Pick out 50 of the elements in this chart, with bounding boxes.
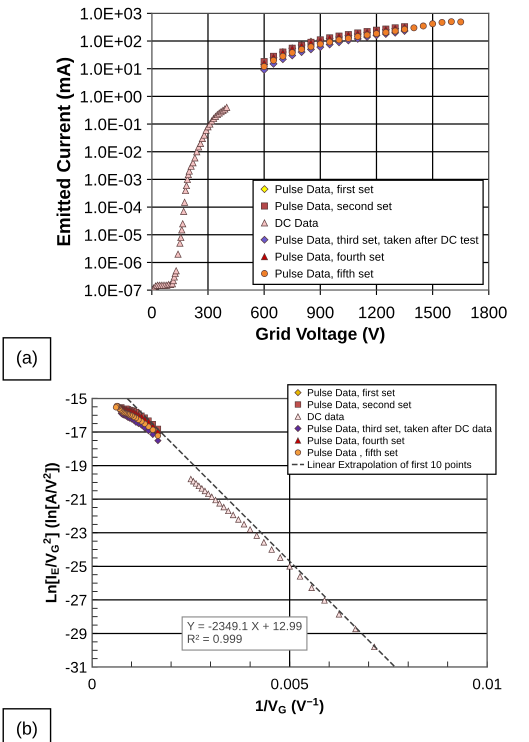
y-tick-label: -29 [66,628,86,640]
legend-label: Pulse Data , fifth set [308,448,398,458]
x-tick-label: 900 [307,306,334,318]
y-tick-label: 1.0E+03 [80,8,142,20]
y-tick-label: 1.0E-05 [85,229,142,241]
x-tick-label: 600 [251,306,278,318]
legend-label: Pulse Data, first set [276,184,374,195]
y-axis-title: Emitted Current (mA) [56,58,74,246]
x-tick-label: 1800 [472,306,507,318]
y-tick-label: 1.0E-01 [85,118,142,130]
legend-label: Pulse Data, third set, taken after DC data [308,424,492,434]
y-tick-label: -23 [66,528,87,538]
legend-label: Pulse Data, second set [276,202,392,212]
y-tick-label: -21 [66,494,86,505]
y-tick-label: 1.0E-04 [85,201,142,214]
legend-label: Pulse Data, first set [308,388,395,398]
legend-label: Pulse Data, fifth set [276,269,374,279]
legend-label: Pulse Data, fourth set [276,252,384,262]
y-tick-label: 1.0E-03 [85,174,142,186]
x-tick-label: 1200 [359,306,394,318]
y-axis-title: Ln[I$_{E}$/V$_{G}$$^{2}$] (ln[A/V$^{2}$]) [43,463,60,602]
y-tick-label: -27 [66,594,86,606]
y-tick-label: -15 [66,393,87,404]
legend-label: Linear Extrapolation of first 10 points [308,460,472,470]
y-tick-label: 1.0E-02 [85,146,142,158]
x-tick-label: 300 [194,306,222,318]
x-axis-title: Grid Voltage (V) [256,327,384,344]
y-tick-label: 1.0E+01 [80,63,142,75]
annotation: Y = -2349.1 X + 12.99 R² = 0.999 [187,622,302,643]
y-tick-label: 1.0E-06 [85,256,142,269]
y-tick-label: 1.0E+00 [80,90,142,103]
legend-label: Pulse Data, second set [308,400,412,410]
text: (b) [16,721,37,738]
legend-label: Pulse Data, fourth set [308,436,405,446]
x-tick-label: 0 [88,678,96,690]
legend-label: DC data [308,412,344,420]
y-tick-label: -19 [66,460,86,472]
x-tick-label: 0.01 [472,678,502,690]
x-axis-title: 1/V$_{G}$ (V$^{−1}$) [256,698,324,714]
x-tick-label: 1500 [415,306,451,318]
y-tick-label: 1.0E-07 [85,284,142,296]
y-tick-label: -17 [66,427,86,438]
legend-label: Pulse Data, third set, taken after DC test [276,235,478,246]
legend-label: DC Data [276,218,318,227]
y-tick-label: -25 [66,561,87,572]
text: (a) [16,350,37,368]
y-tick-label: 1.0E+02 [80,35,142,48]
y-tick-label: -31 [66,662,86,673]
x-tick-label: 0.005 [271,678,308,690]
x-tick-label: 0 [148,306,156,318]
